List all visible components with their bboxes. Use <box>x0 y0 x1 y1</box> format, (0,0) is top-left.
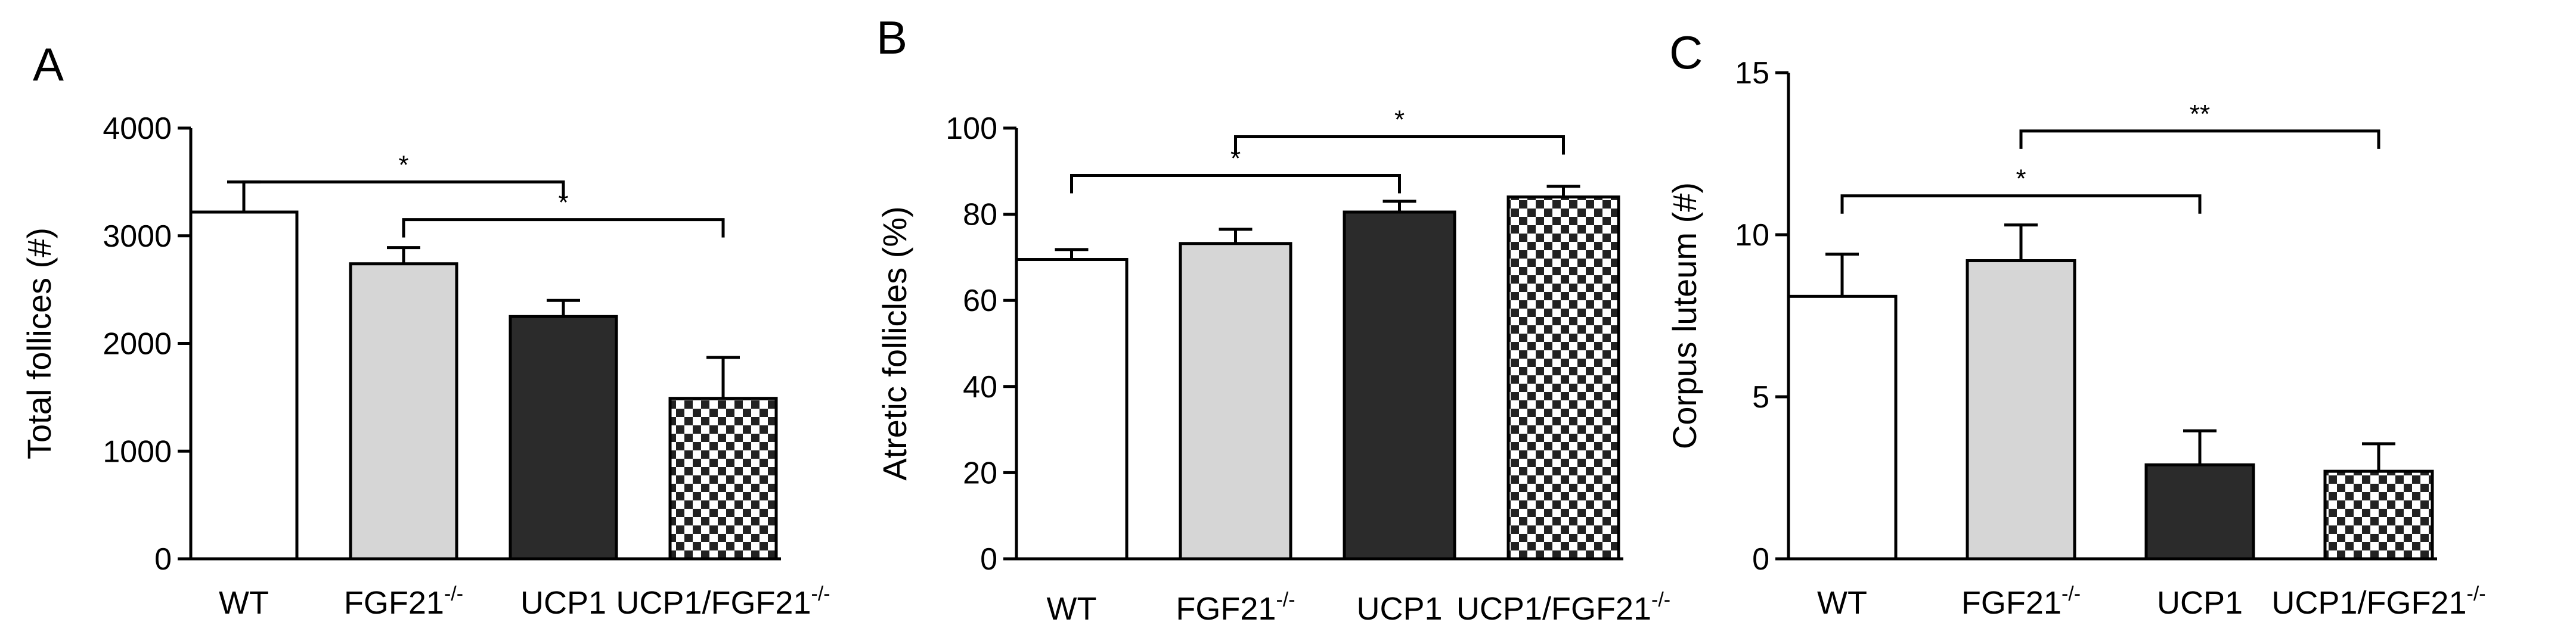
y-axis-title: Total follices (#) <box>20 228 58 459</box>
y-axis-title: Atretic follicles (%) <box>876 206 913 481</box>
y-tick-label: 2000 <box>103 327 172 362</box>
category-label: UCP1/FGF21-/- <box>2271 583 2485 621</box>
y-tick-label: 15 <box>1735 56 1769 91</box>
category-label: FGF21-/- <box>344 583 463 621</box>
y-tick-label: 40 <box>963 370 997 405</box>
bar <box>668 397 778 561</box>
bar <box>2144 463 2255 561</box>
significance-bracket <box>1234 135 1565 155</box>
bar <box>1787 294 1898 561</box>
panel-letter: C <box>1669 26 1703 79</box>
category-label: UCP1/FGF21-/- <box>616 583 830 621</box>
significance-bracket <box>1070 174 1401 194</box>
category-label: UCP1/FGF21-/- <box>1456 589 1670 627</box>
category-label: UCP1 <box>2157 585 2243 621</box>
bar <box>1343 210 1456 561</box>
category-label: FGF21-/- <box>1961 583 2081 621</box>
significance-label: ** <box>2190 99 2210 129</box>
panel-c-chart: C 0 5 10 15 Corpus luteum (#) WT FGF21-/- UCP1 UC… <box>1666 26 2486 621</box>
y-tick-label: 0 <box>980 542 997 577</box>
significance-label: * <box>1230 144 1241 173</box>
panel-letter: B <box>876 11 907 64</box>
y-axis-title: Corpus luteum (#) <box>1666 182 1703 449</box>
y-tick-label: 0 <box>154 542 172 577</box>
panel-b-chart: B 0 20 40 60 80 100 Atretic follicles (%) WT FGF2… <box>876 11 1670 627</box>
bar <box>1966 259 2076 561</box>
bar <box>509 315 618 561</box>
panel-a-chart: A 0 1000 2000 3000 4000 Total follices (#) WT FG… <box>20 38 830 621</box>
significance-label: * <box>558 188 568 217</box>
bar <box>1015 258 1129 561</box>
bar <box>2323 469 2434 561</box>
y-tick-label: 100 <box>946 111 997 146</box>
category-label: WT <box>1817 585 1867 621</box>
y-tick-label: 60 <box>963 284 997 318</box>
y-tick-label: 20 <box>963 456 997 490</box>
significance-label: * <box>398 150 408 179</box>
panel-letter: A <box>33 38 64 91</box>
bar <box>1506 195 1620 561</box>
significance-bracket <box>2019 129 2380 149</box>
y-tick-label: 3000 <box>103 219 172 254</box>
category-label: WT <box>219 585 269 621</box>
category-label: UCP1 <box>1356 591 1442 627</box>
bar <box>349 262 458 561</box>
y-tick-label: 5 <box>1752 380 1769 415</box>
category-label: FGF21-/- <box>1176 589 1295 627</box>
significance-bracket <box>242 180 565 200</box>
y-tick-label: 4000 <box>103 111 172 146</box>
y-tick-label: 10 <box>1735 218 1769 253</box>
y-tick-label: 80 <box>963 198 997 232</box>
significance-bracket <box>402 218 725 238</box>
y-tick-label: 0 <box>1752 542 1769 577</box>
bar <box>1179 242 1292 561</box>
y-tick-label: 1000 <box>103 434 172 469</box>
bar <box>189 210 299 561</box>
significance-label: * <box>1394 105 1405 134</box>
category-label: UCP1 <box>520 585 606 621</box>
category-label: WT <box>1047 591 1097 627</box>
significance-label: * <box>2016 164 2026 194</box>
significance-bracket <box>1840 194 2202 214</box>
